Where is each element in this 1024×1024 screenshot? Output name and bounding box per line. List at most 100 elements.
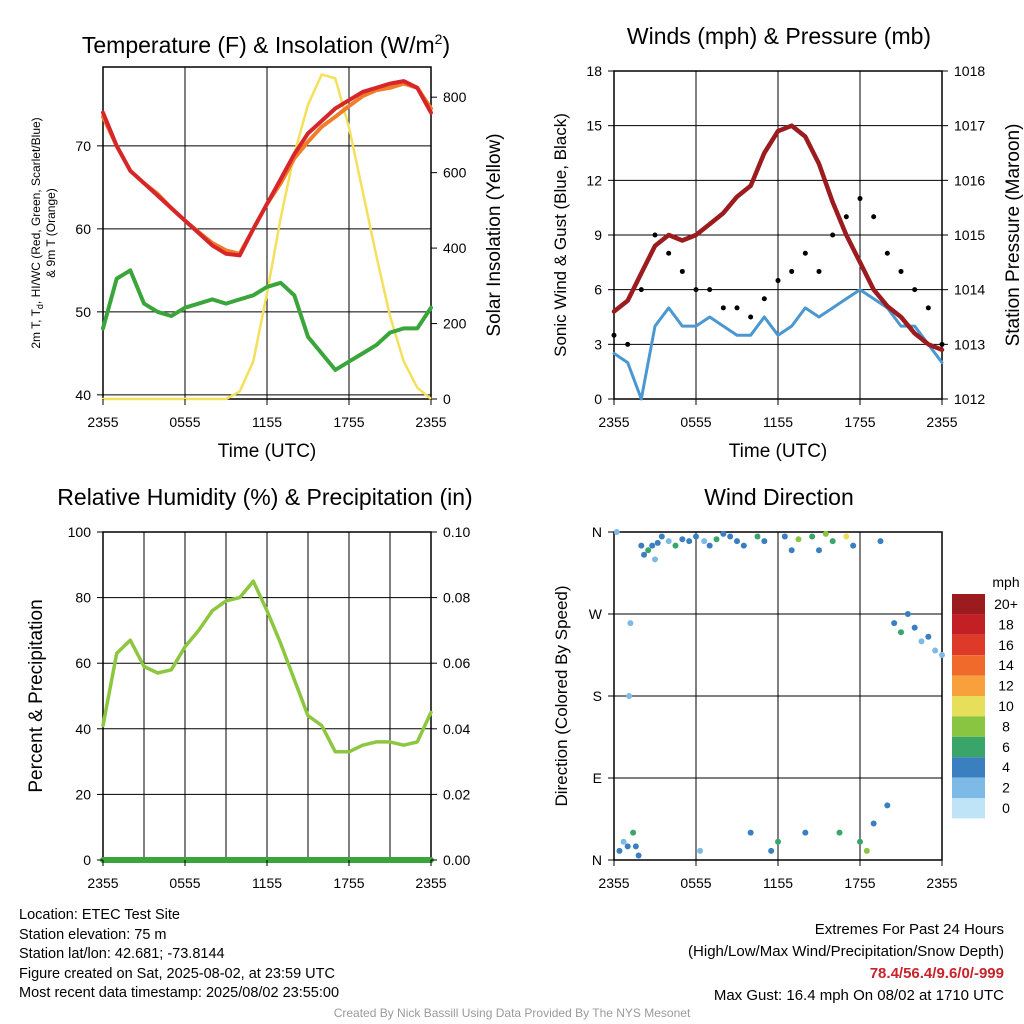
y-tick-label: S (593, 688, 602, 704)
x-tick-label: 1155 (763, 875, 793, 891)
solar-line (101, 73, 433, 401)
temperature-ticks: 2355 0555 1155 1755 2355 70 60 50 40 800 600 400 200… (75, 89, 466, 430)
station-latlon: Station lat/lon: 42.681; -73.8144 (19, 946, 225, 962)
wind-ticks: 2355 0555 1155 1755 2355 18 15 12 9 6 3 0 1018 1017 10… (586, 63, 985, 430)
y-tick-label: 6 (594, 282, 602, 298)
direction-point (925, 633, 932, 640)
y-tick-label: 80 (75, 590, 91, 606)
legend-swatch (952, 696, 985, 717)
direction-point (706, 542, 713, 549)
gust-point (857, 196, 863, 202)
direction-point (775, 838, 781, 845)
gust-point (679, 268, 685, 274)
y2-tick-label: 0.00 (443, 852, 470, 868)
temperature-ylabel-left-sub: d (35, 304, 45, 309)
y-tick-label: 3 (594, 336, 602, 352)
direction-point (713, 536, 720, 543)
temperature-ylabel-right: Solar Insolation (Yellow) (484, 133, 505, 336)
x-tick-label: 1755 (333, 414, 364, 430)
legend-label: 20+ (994, 596, 1018, 612)
direction-point (665, 538, 672, 545)
direction-point (740, 542, 747, 549)
legend-label: 12 (998, 678, 1014, 694)
legend-swatch (952, 614, 985, 635)
direction-point (658, 533, 665, 540)
pressure-line (611, 123, 945, 353)
direction-point (652, 556, 658, 563)
temperature-title: Temperature (F) & Insolation (W/m2) (82, 31, 450, 58)
direction-point (939, 652, 945, 658)
legend-swatch (952, 675, 985, 696)
legend-label: 16 (998, 637, 1014, 653)
y2-tick-label: 600 (443, 165, 467, 181)
extremes-subtitle: (High/Low/Max Wind/Precipitation/Snow De… (688, 943, 1004, 960)
direction-point (632, 843, 639, 850)
temperature-ylabel-left-1: 2m T, T (29, 308, 43, 348)
x-tick-label: 2355 (87, 875, 118, 891)
gust-point (748, 314, 754, 320)
gust-point (843, 214, 849, 220)
gust-point (625, 341, 631, 347)
direction-point (768, 847, 775, 854)
y2-tick-label: 1012 (954, 391, 985, 407)
gust-point (871, 214, 877, 220)
direction-point (624, 843, 631, 850)
humidity-ticks: 2355 0555 1155 1755 2355 100 80 60 40 20 0 0.10 0.08… (68, 524, 471, 891)
y-tick-label: E (593, 770, 602, 786)
humidity-panel: Relative Humidity (%) & Precipitation (i… (26, 484, 473, 891)
wind-xlabel: Time (UTC) (729, 441, 828, 462)
temperature-series (101, 73, 433, 401)
wind-title: Winds (mph) & Pressure (mb) (627, 23, 931, 49)
humidity-grid (103, 532, 431, 860)
legend-swatch (952, 594, 985, 615)
direction-point (734, 538, 740, 545)
station-location: Location: ETEC Test Site (19, 907, 180, 923)
direction-point (616, 847, 623, 854)
y-tick-label: 12 (586, 172, 602, 188)
x-tick-label: 2355 (598, 875, 629, 891)
y2-tick-label: 1017 (954, 118, 985, 134)
direction-point (754, 533, 761, 540)
max-gust: Max Gust: 16.4 mph On 08/02 at 1710 UTC (713, 987, 1004, 1004)
direction-point (672, 542, 679, 549)
direction-point (613, 529, 620, 535)
figure-created: Figure created on Sat, 2025-08-02, at 23… (19, 965, 335, 982)
gust-point (802, 250, 808, 256)
x-tick-label: 2355 (926, 875, 957, 891)
y-tick-label: 15 (586, 118, 602, 134)
y-tick-label: 20 (75, 786, 91, 802)
direction-panel: Wind Direction 2355 0555 1155 1755 2355 N W S E N… (552, 484, 1020, 891)
direction-point (626, 693, 633, 699)
station-elevation: Station elevation: 75 m (19, 926, 167, 943)
humidity-title: Relative Humidity (%) & Precipitation (i… (57, 484, 472, 510)
temperature-title-end: ) (442, 32, 450, 58)
station-info: Location: ETEC Test Site Station elevati… (19, 906, 339, 1004)
y2-tick-label: 800 (443, 89, 467, 105)
legend-swatch (952, 798, 985, 819)
wind-grid (614, 71, 942, 399)
direction-point (720, 530, 727, 537)
legend-label: 10 (998, 698, 1014, 714)
legend-swatch (952, 757, 985, 778)
direction-point (850, 542, 857, 549)
x-tick-label: 1155 (763, 414, 793, 430)
direction-point (884, 802, 891, 809)
y2-tick-label: 1013 (954, 336, 985, 352)
y-tick-label: 50 (75, 304, 91, 320)
direction-point (649, 542, 656, 549)
wind-ylabel-left: Sonic Wind & Gust (Blue, Black) (551, 113, 570, 357)
temperature-ylabel-left-2: , HI/WC (Red, Green, Scarlet/Blue) (29, 117, 43, 304)
direction-point (627, 620, 634, 627)
gust-point (830, 232, 836, 238)
gust-point (884, 250, 890, 256)
gust-point (912, 287, 918, 293)
gust-point (775, 278, 781, 284)
gust-point (761, 296, 767, 302)
temperature-title-sup: 2 (435, 31, 443, 47)
gust-point (652, 232, 658, 238)
y-tick-label: N (592, 524, 602, 540)
direction-point (630, 829, 637, 836)
temperature-ylabel-left: 2m T, Td, HI/WC (Red, Green, Scarlet/Blu… (29, 117, 45, 348)
legend-label: 6 (1002, 739, 1010, 755)
legend-swatch (952, 634, 985, 656)
